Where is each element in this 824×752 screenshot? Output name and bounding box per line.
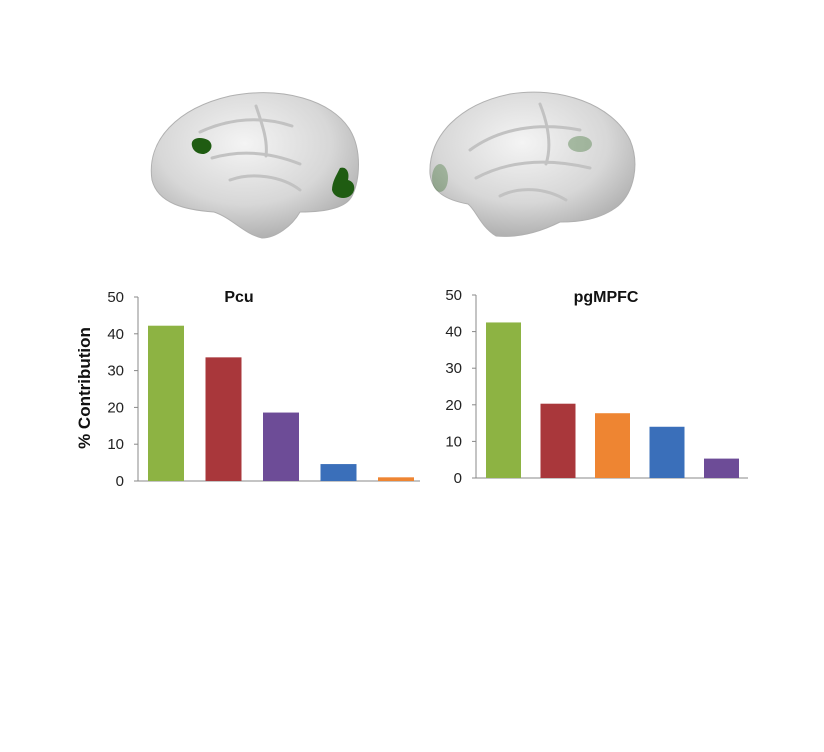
y-tick-label-pgmpfc: 40 bbox=[445, 324, 462, 341]
chart-title-pgmpfc: pgMPFC bbox=[574, 289, 639, 306]
mpfc-region-right bbox=[568, 136, 592, 152]
bar-pgmpfc-3 bbox=[595, 413, 630, 478]
brain-medial-view bbox=[150, 92, 359, 239]
bar-pgmpfc-1 bbox=[486, 322, 521, 478]
brain-lateral-sulci bbox=[468, 102, 592, 202]
y-tick-label-pgmpfc: 0 bbox=[454, 470, 462, 487]
chart-pgmpfc: pgMPFC 0 10 20 30 40 50 bbox=[445, 287, 748, 487]
bar-pcu-4 bbox=[320, 464, 357, 481]
mpfc-region-left bbox=[332, 167, 355, 198]
y-tick-label-pgmpfc: 50 bbox=[445, 287, 462, 304]
brain-medial-sulci bbox=[198, 104, 302, 192]
bar-pgmpfc-5 bbox=[704, 458, 739, 478]
chart-pcu: Pcu 0 10 20 30 40 50 bbox=[107, 289, 420, 490]
y-tick-label-pgmpfc: 20 bbox=[445, 397, 462, 414]
bar-pgmpfc-4 bbox=[649, 426, 685, 478]
y-tick-label-pcu: 20 bbox=[107, 399, 124, 416]
y-axis-label: % Contribution bbox=[75, 327, 94, 449]
brain-lateral-view bbox=[429, 91, 636, 237]
y-tick-label-pcu: 10 bbox=[107, 436, 124, 453]
brain-lateral-surface bbox=[429, 91, 636, 237]
y-tick-label-pcu: 0 bbox=[116, 473, 124, 490]
precuneus-region-right bbox=[432, 164, 448, 192]
y-tick-label-pcu: 40 bbox=[107, 326, 124, 343]
y-tick-label-pcu: 50 bbox=[107, 289, 124, 306]
bar-pcu-3 bbox=[263, 412, 299, 481]
bar-pcu-2 bbox=[205, 357, 242, 481]
brain-medial-surface bbox=[150, 92, 359, 239]
y-tick-label-pcu: 30 bbox=[107, 363, 124, 380]
bar-pgmpfc-2 bbox=[540, 403, 576, 478]
bar-pcu-5 bbox=[378, 477, 414, 481]
bar-pcu-1 bbox=[148, 325, 184, 481]
precuneus-region-left bbox=[191, 138, 212, 154]
y-tick-label-pgmpfc: 30 bbox=[445, 360, 462, 377]
chart-title-pcu: Pcu bbox=[224, 289, 253, 306]
y-tick-label-pgmpfc: 10 bbox=[445, 433, 462, 450]
